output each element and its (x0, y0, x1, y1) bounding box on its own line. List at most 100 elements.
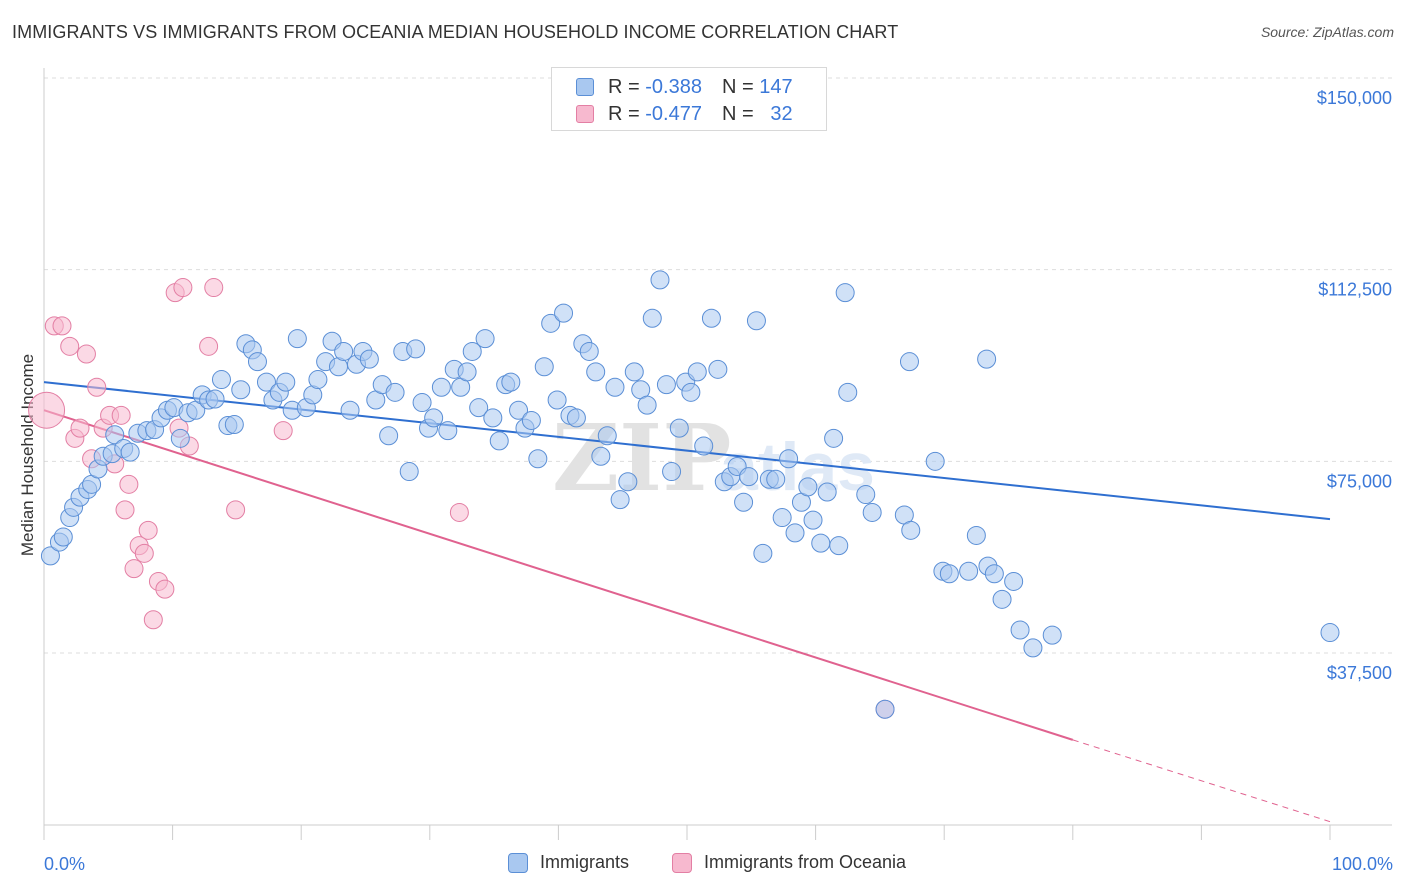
data-point-immigrants (642, 308, 662, 328)
data-point-oceania (111, 405, 131, 425)
data-point-immigrants (862, 502, 882, 522)
data-point-immigrants (856, 485, 876, 505)
data-point-immigrants (276, 372, 296, 392)
data-point-immigrants (984, 564, 1004, 584)
axes (43, 68, 1392, 840)
data-point-immigrants (334, 341, 354, 361)
data-point-immigrants (579, 341, 599, 361)
data-point-immigrants (457, 362, 477, 382)
data-point-immigrants (399, 462, 419, 482)
r-value: -0.388 (645, 75, 702, 98)
n-label: N = (721, 75, 754, 98)
data-point-oceania (449, 502, 469, 522)
data-point-immigrants (566, 408, 586, 428)
data-point-immigrants (939, 564, 959, 584)
r-label: R = (608, 102, 640, 125)
data-point-immigrants (662, 462, 682, 482)
data-point-immigrants (53, 527, 73, 547)
data-point-oceania (226, 500, 246, 520)
data-point-immigrants (687, 362, 707, 382)
data-point-immigrants (308, 370, 328, 390)
data-point-immigrants (817, 482, 837, 502)
legend-label: Immigrants from Oceania (704, 852, 907, 872)
data-point-immigrants (779, 449, 799, 469)
data-point-immigrants (1010, 620, 1030, 640)
data-point-oceania (204, 278, 224, 298)
data-point-immigrants (406, 339, 426, 359)
legend-item-oceania: Immigrants from Oceania (672, 852, 906, 873)
data-point-oceania (87, 377, 107, 397)
tick-labels: $37,500 $75,000 $112,500 $150,000 0.0% 100.0% (44, 88, 1393, 874)
data-point-immigrants (170, 428, 190, 448)
data-point-oceania (70, 418, 90, 438)
data-point-immigrants (772, 508, 792, 528)
data-point-oceania (60, 336, 80, 356)
series-immigrants-points (40, 270, 1340, 719)
source-label: Source: ZipAtlas.com (1260, 24, 1394, 40)
data-point-immigrants (591, 446, 611, 466)
data-point-immigrants (287, 329, 307, 349)
legend-swatch-blue (508, 852, 528, 873)
data-point-immigrants (40, 546, 60, 566)
data-point-immigrants (669, 418, 689, 438)
data-point-oceania (124, 559, 144, 579)
data-point-oceania (273, 421, 293, 441)
data-point-immigrants (838, 382, 858, 402)
data-point-immigrants (1042, 625, 1062, 645)
data-point-oceania (52, 316, 72, 336)
data-point-immigrants (753, 543, 773, 563)
data-point-immigrants (554, 303, 574, 323)
data-point-immigrants (798, 477, 818, 497)
data-point-immigrants (1023, 638, 1043, 658)
data-point-immigrants (385, 382, 405, 402)
data-point-immigrants (340, 400, 360, 420)
data-point-immigrants (992, 589, 1012, 609)
legend-item-immigrants: Immigrants (508, 852, 629, 873)
data-point-oceania (28, 391, 66, 429)
n-label: N = (721, 102, 754, 125)
y-tick-label: $37,500 (1327, 663, 1392, 683)
trend-line-oceania (43, 409, 1331, 823)
data-point-immigrants (681, 382, 701, 402)
data-point-immigrants (483, 408, 503, 428)
data-point-immigrants (701, 308, 721, 328)
legend-row-oceania: R = -0.477 N = 32 (576, 101, 793, 127)
data-point-immigrants (489, 431, 509, 451)
r-label: R = (608, 75, 640, 98)
data-point-immigrants (875, 699, 895, 719)
data-point-immigrants (528, 449, 548, 469)
data-point-immigrants (739, 467, 759, 487)
data-point-oceania (155, 579, 175, 599)
data-point-immigrants (650, 270, 670, 290)
data-point-immigrants (746, 311, 766, 331)
data-point-immigrants (469, 398, 489, 418)
data-point-immigrants (224, 415, 244, 435)
data-point-immigrants (835, 283, 855, 303)
trend-line-dashed (1072, 739, 1331, 823)
legend-swatch-pink (672, 852, 692, 873)
legend-swatch-blue (576, 78, 594, 96)
data-point-oceania (134, 543, 154, 563)
x-tick-label: 0.0% (44, 854, 85, 874)
data-point-oceania (143, 610, 163, 630)
correlation-legend: R = -0.388 N = 147 R = -0.477 N = 32 (551, 67, 827, 131)
data-point-immigrants (829, 536, 849, 556)
data-point-immigrants (1320, 623, 1340, 643)
data-point-immigrants (586, 362, 606, 382)
data-point-immigrants (509, 400, 529, 420)
trend-line-solid (43, 381, 1331, 521)
data-point-immigrants (803, 510, 823, 530)
data-point-immigrants (547, 390, 567, 410)
data-point-immigrants (534, 357, 554, 377)
n-value: 32 (770, 102, 793, 125)
data-point-immigrants (597, 426, 617, 446)
y-tick-label: $112,500 (1318, 280, 1392, 300)
grid-lines (44, 77, 1392, 654)
chart-title: IMMIGRANTS VS IMMIGRANTS FROM OCEANIA ME… (12, 22, 899, 42)
data-point-oceania (115, 500, 135, 520)
y-tick-label: $150,000 (1317, 88, 1392, 108)
data-point-oceania (199, 336, 219, 356)
legend-row-immigrants: R = -0.388 N = 147 (576, 74, 793, 100)
data-point-immigrants (694, 436, 714, 456)
